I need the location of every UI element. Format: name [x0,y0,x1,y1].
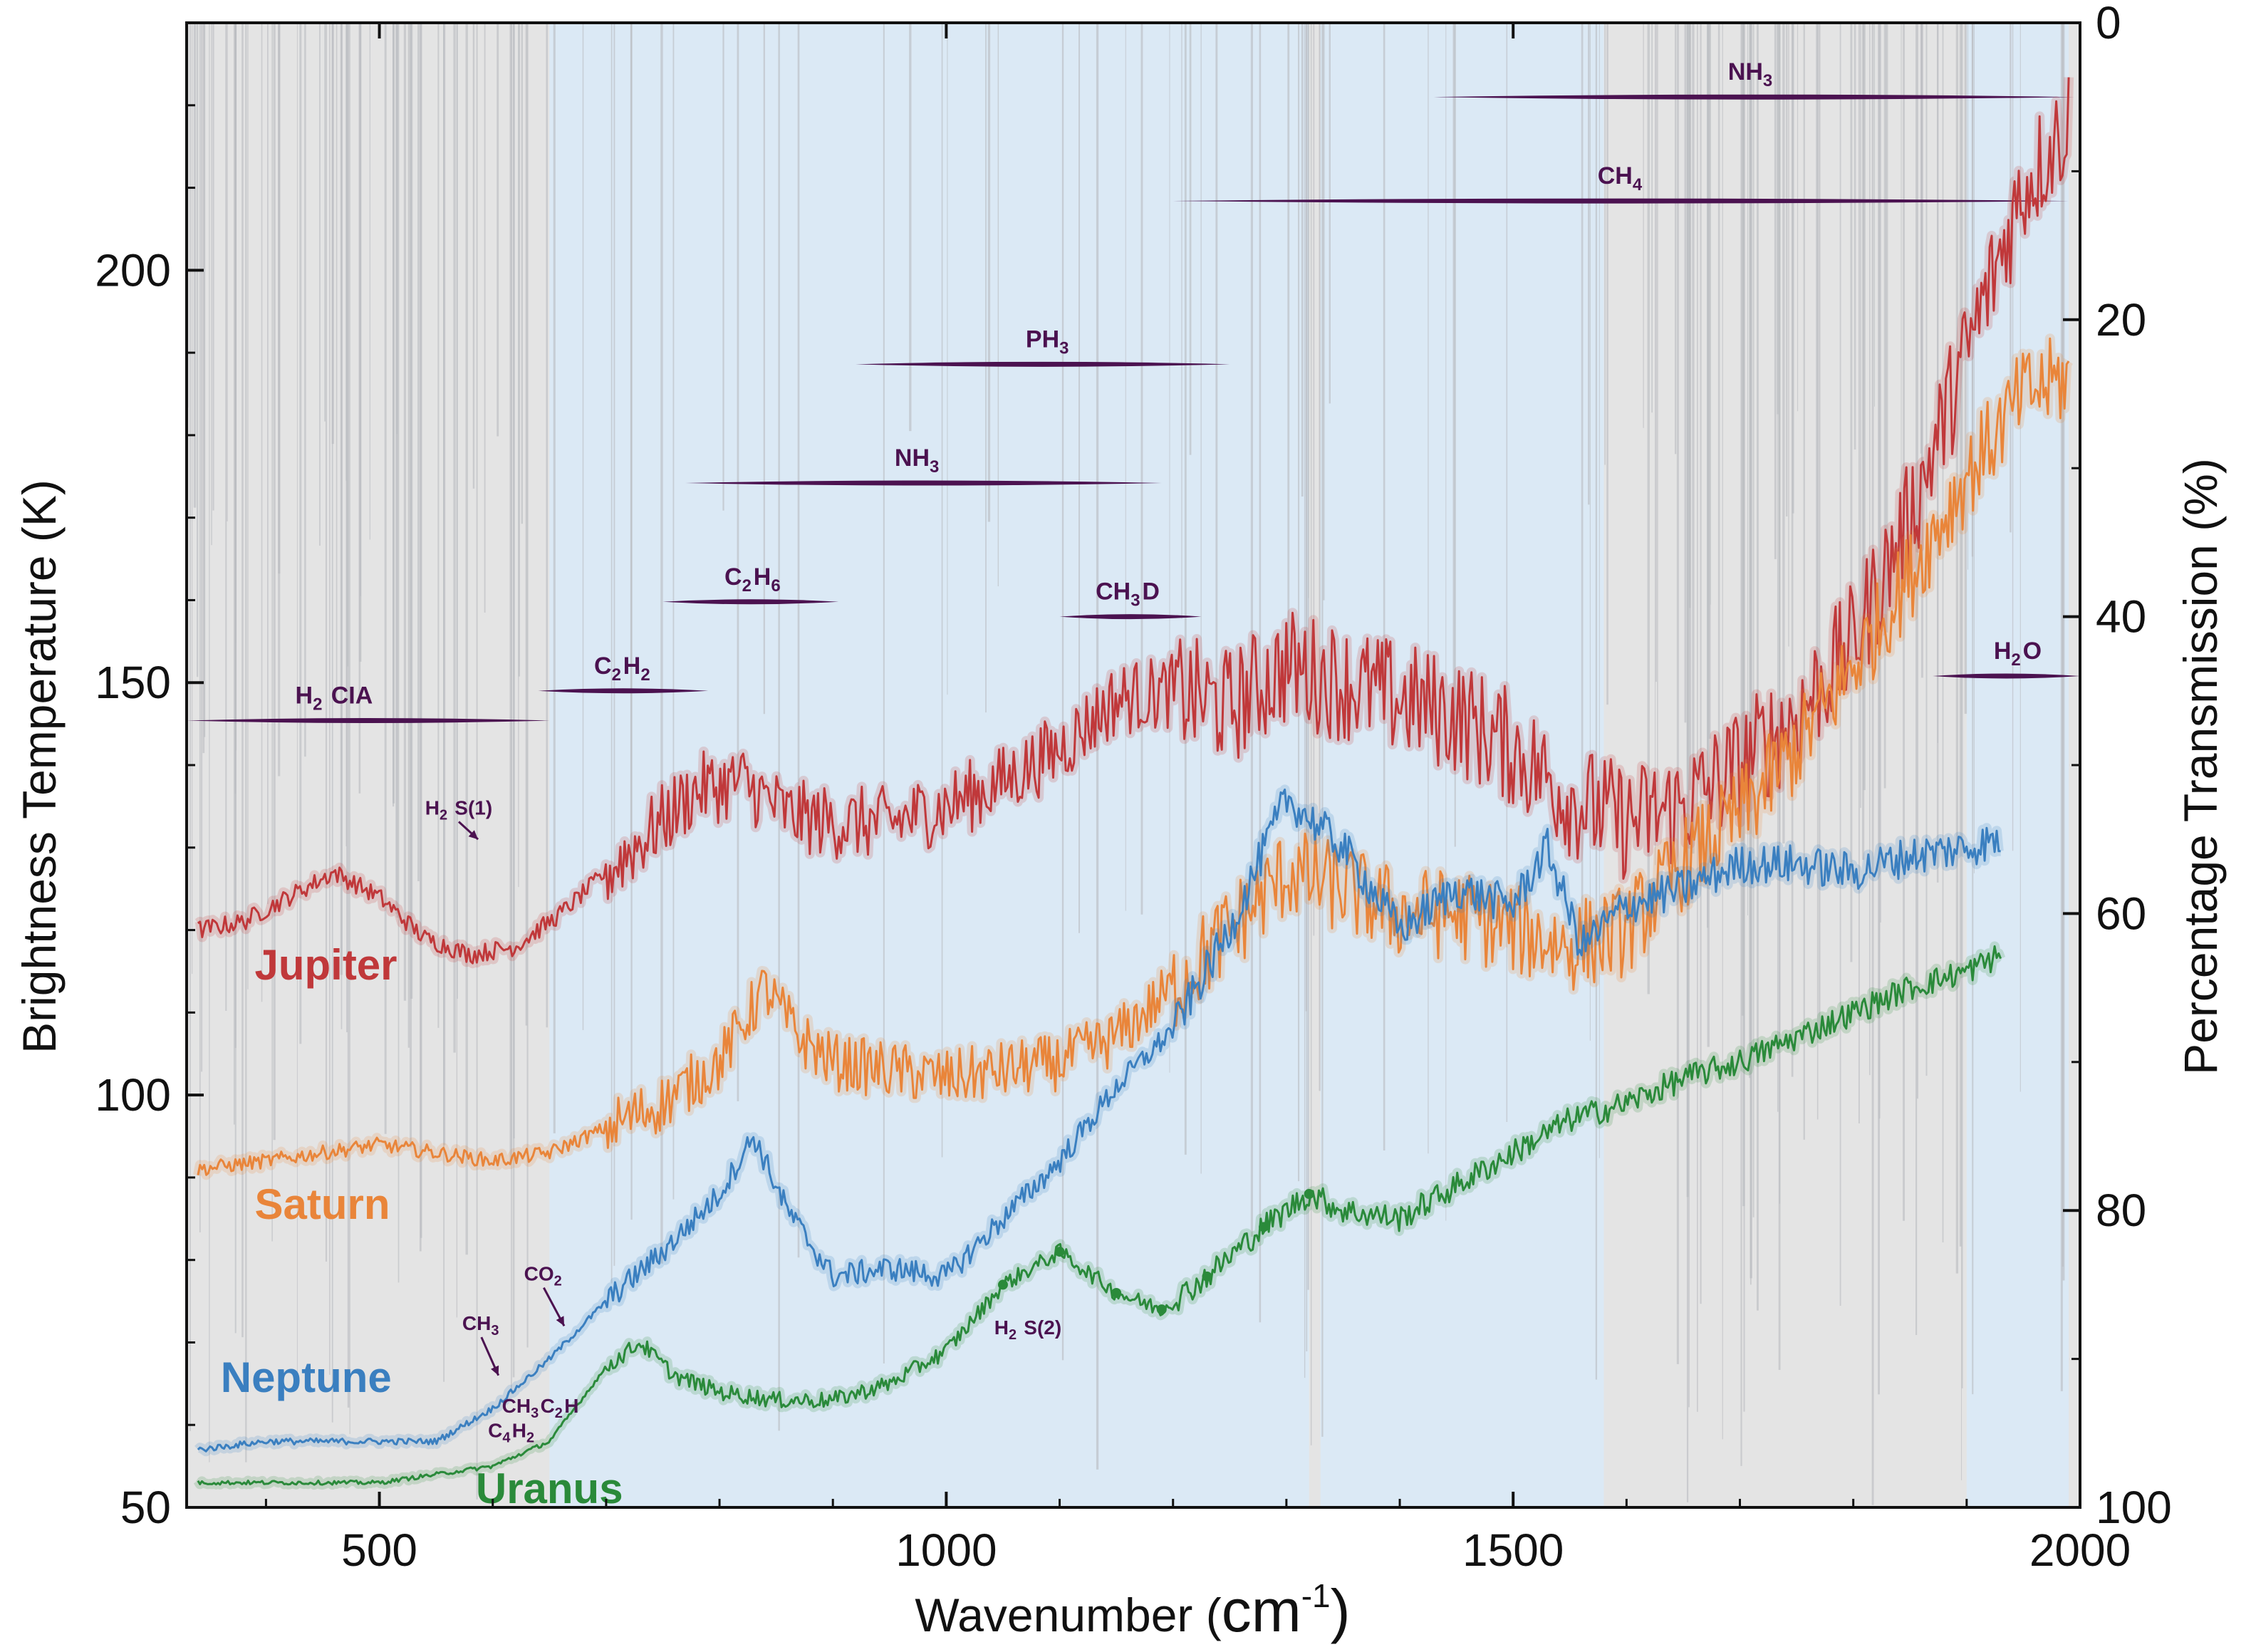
planet-label-saturn: Saturn [254,1180,390,1228]
planet-label-jupiter: Jupiter [254,941,397,989]
y-tick-label: 200 [95,244,171,296]
annotation-arrowhead [468,830,479,840]
molecule-annotation: H2 S(2) [994,1316,1061,1343]
transmission-window-1 [1320,23,1604,1507]
absorption-band-5 [1059,614,1202,620]
uranus-data-point [1304,1189,1314,1200]
absorption-band-0 [187,717,550,723]
annotation-arrowhead [556,1316,565,1326]
uranus-data-point [997,1279,1008,1290]
y2-tick-label: 0 [2096,0,2121,48]
series-line-neptune [197,788,2001,1453]
molecule-annotation: CH3 [462,1312,501,1339]
annotation-arrowhead [491,1365,499,1376]
x-tick-label: 1000 [895,1524,997,1576]
y2-tick-label: 40 [2096,591,2146,643]
molecule-annotation: H2 S(1) [425,796,492,823]
y-tick-label: 150 [95,657,171,708]
absorption-band-3 [685,480,1162,486]
y-axis-title: Brightness Temperature (K) [13,479,66,1054]
absorption-band-label: CH3 D [1096,578,1160,611]
uranus-data-point [1259,1222,1269,1232]
uranus-data-point [1054,1247,1065,1257]
y-tick-label: 50 [120,1482,171,1533]
molecule-annotation: CO2 [524,1263,563,1289]
y2-tick-label: 20 [2096,294,2146,346]
x-axis-title-close: ) [1331,1577,1351,1644]
x-axis-title: Wavenumber (cm-1) [915,1577,1350,1644]
absorption-band-4 [856,361,1230,367]
absorption-band-label: NH3 [895,445,941,477]
x-tick-label: 1500 [1462,1524,1564,1576]
absorption-band-label: H2 CIA [296,682,373,714]
uranus-data-point [1202,1271,1212,1282]
uranus-data-point [1111,1287,1122,1298]
series-line-jupiter [197,77,2070,965]
absorption-band-label: NH3 [1728,58,1774,90]
absorption-band-label: C2 H2 [594,653,653,685]
x-tick-label: 2000 [2029,1524,2131,1576]
x-axis-title-unit: cm [1222,1577,1301,1644]
x-axis-title-main: Wavenumber ( [915,1589,1221,1641]
planet-label-neptune: Neptune [221,1354,392,1401]
y-tick-label: 100 [95,1069,171,1121]
y2-tick-label: 60 [2096,888,2146,939]
absorption-band-2 [662,599,839,605]
y2-tick-label: 80 [2096,1185,2146,1236]
absorption-band-6 [1173,198,2069,204]
absorption-band-7 [1433,94,2075,100]
y2-axis-title: Percentage Transmission (%) [2174,458,2227,1075]
planet-label-uranus: Uranus [476,1465,623,1512]
uranus-data-point [1156,1304,1167,1315]
transmission-window-0 [549,23,1309,1507]
series-line-uranus [197,945,2002,1486]
molecule-annotation: CH3 C2 H [502,1395,579,1421]
x-tick-label: 500 [341,1524,417,1576]
absorption-band-label: PH3 [1026,326,1071,358]
absorption-band-label: CH4 [1598,162,1644,194]
molecule-annotation: C4 H2 [488,1420,536,1446]
absorption-band-8 [1933,673,2080,679]
transmission-window-2 [1966,23,2069,1507]
y2-tick-label: 100 [2096,1482,2172,1533]
absorption-band-label: H2 O [1994,638,2042,670]
x-axis-title-exponent: -1 [1301,1577,1331,1614]
absorption-band-1 [538,688,709,694]
absorption-band-label: C2 H6 [724,563,783,596]
series-line-saturn [197,337,2070,1176]
